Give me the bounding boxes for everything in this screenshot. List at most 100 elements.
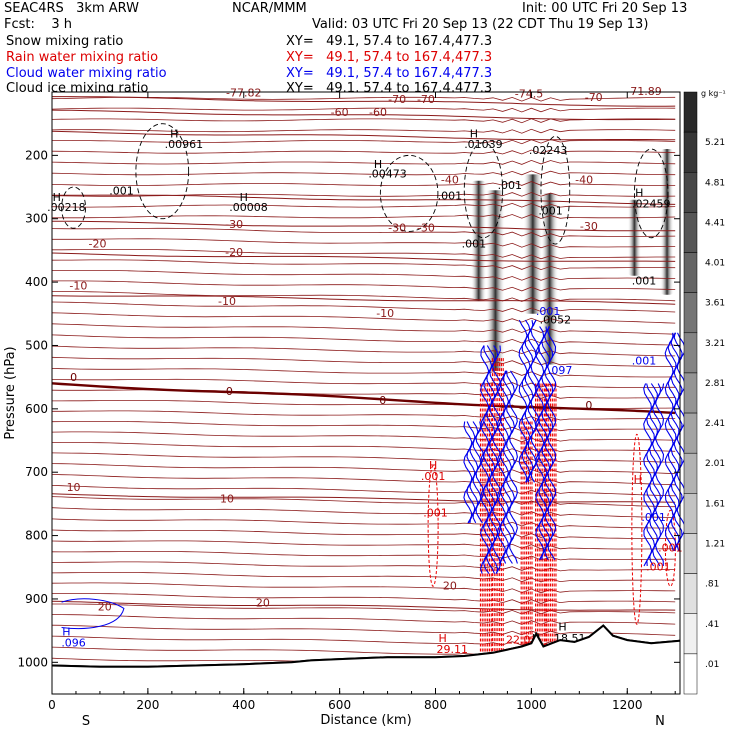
cloud-ice-contour bbox=[135, 123, 190, 220]
contour-label: .001 bbox=[646, 560, 671, 573]
contour-label: .00008 bbox=[229, 201, 268, 214]
temperature-contour-line bbox=[52, 280, 676, 292]
temperature-contour-line bbox=[51, 463, 676, 474]
contour-label: -30 bbox=[417, 221, 435, 234]
contour-label: .001 bbox=[658, 541, 683, 554]
colorbar-segment bbox=[683, 252, 698, 293]
cloud-water-contour bbox=[506, 370, 515, 564]
colorbar-segment bbox=[683, 573, 698, 614]
y-tick-label: 600 bbox=[25, 402, 48, 416]
contour-label: .001 bbox=[641, 511, 666, 524]
temperature-contour-line bbox=[51, 96, 676, 102]
colorbar-level: .01 bbox=[705, 660, 719, 670]
contour-label: .00218 bbox=[47, 201, 86, 214]
cloud-water-contour bbox=[676, 332, 686, 551]
temperature-contour-line bbox=[51, 572, 676, 583]
colorbar-segment bbox=[683, 452, 698, 494]
temperature-contour-line bbox=[51, 507, 676, 518]
contour-label: -70 bbox=[417, 93, 435, 106]
contour-label: H bbox=[439, 632, 447, 645]
contour-label: .02459 bbox=[632, 197, 671, 210]
contour-label: .00961 bbox=[165, 138, 204, 151]
contour-label: -74.5 bbox=[515, 88, 543, 101]
contour-label: 0 bbox=[585, 399, 592, 412]
temperature-contour-line bbox=[51, 128, 676, 134]
contour-label: .001 bbox=[438, 190, 463, 203]
colorbar-segment bbox=[683, 613, 698, 655]
rain-water-column bbox=[535, 383, 547, 650]
contour-label: -10 bbox=[69, 280, 87, 293]
temperature-contour-line bbox=[52, 603, 676, 615]
field-name-cloud-water: Cloud water mixing ratio bbox=[6, 66, 167, 81]
field-name-rain: Rain water mixing ratio bbox=[6, 50, 159, 65]
cloud-water-contour bbox=[475, 421, 485, 524]
x-tick-label: 1000 bbox=[516, 698, 547, 712]
cloud-ice-contour bbox=[463, 142, 504, 239]
contour-label: .00473 bbox=[368, 168, 407, 181]
colorbar-segment bbox=[683, 412, 698, 454]
cloud-water-contour bbox=[673, 332, 683, 551]
colorbar-level: 4.81 bbox=[705, 178, 725, 188]
contour-label: H bbox=[62, 626, 70, 639]
isotherm--20 bbox=[51, 252, 676, 262]
contour-label: H bbox=[470, 128, 478, 141]
colorbar-segment bbox=[683, 131, 698, 173]
y-tick-label: 400 bbox=[25, 275, 48, 289]
temperature-contour-line bbox=[51, 192, 676, 197]
contour-label: H bbox=[240, 191, 248, 204]
contour-label: H bbox=[374, 158, 382, 171]
cloud-water-contour bbox=[649, 383, 659, 567]
forecast-hour: Fcst: 3 h bbox=[4, 17, 73, 32]
field-xy-cloud-water: XY= 49.1, 57.4 to 167.4,477.3 bbox=[286, 66, 493, 81]
temperature-contour-line bbox=[52, 238, 676, 249]
colorbar-segment bbox=[683, 533, 698, 574]
contour-label: -30 bbox=[388, 221, 406, 234]
temperature-contour-line bbox=[51, 270, 676, 281]
isotherm--50 bbox=[51, 130, 676, 141]
cloud-water-contour bbox=[463, 421, 473, 524]
x-tick-label: 1200 bbox=[612, 698, 643, 712]
temperature-contour-line bbox=[51, 442, 676, 453]
y-tick-label: 500 bbox=[25, 338, 48, 352]
temperature-contour-line bbox=[51, 118, 676, 124]
temperature-contour-line bbox=[51, 551, 676, 561]
contour-label: -70 bbox=[388, 93, 406, 106]
temperature-contour-line bbox=[51, 345, 676, 357]
colorbar-segment bbox=[683, 653, 698, 695]
y-tick-label: 200 bbox=[25, 148, 48, 162]
snow-shading-column bbox=[540, 193, 559, 365]
cloud-water-contour bbox=[61, 598, 125, 630]
temperature-contour-line bbox=[51, 485, 676, 497]
isotherm-0 bbox=[51, 382, 676, 415]
temperature-contour-line bbox=[52, 410, 676, 421]
contour-label: -60 bbox=[331, 106, 349, 119]
y-tick-label: 1000 bbox=[17, 655, 48, 669]
temperature-contour-line bbox=[51, 529, 676, 539]
contour-label: 0 bbox=[226, 385, 233, 398]
colorbar-level: 1.61 bbox=[705, 499, 725, 509]
colorbar-level: 5.21 bbox=[705, 138, 725, 148]
rain-water-contour bbox=[631, 433, 643, 625]
cloud-ice-contour bbox=[379, 154, 439, 232]
temperature-contour-line bbox=[51, 202, 676, 208]
rain-water-column bbox=[479, 383, 492, 663]
y-axis-title: Pressure (hPa) bbox=[3, 346, 18, 439]
cloud-water-column bbox=[463, 421, 485, 524]
temperature-contour-line bbox=[51, 227, 676, 238]
field-xy-rain: XY= 49.1, 57.4 to 167.4,477.3 bbox=[286, 50, 493, 65]
field-name-snow: Snow mixing ratio bbox=[6, 34, 124, 49]
contour-label: .001 bbox=[423, 507, 448, 520]
cloud-water-contour bbox=[508, 370, 518, 564]
temperature-contour-line bbox=[51, 518, 676, 529]
y-tick-label: 900 bbox=[25, 592, 48, 606]
colorbar-segment bbox=[683, 212, 698, 253]
temperature-contour-line bbox=[51, 496, 676, 508]
contour-label: 20 bbox=[443, 579, 457, 592]
cloud-water-contour bbox=[544, 326, 554, 560]
temperature-contour-line bbox=[51, 259, 676, 271]
temperature-contour-line bbox=[51, 431, 676, 443]
org-label: NCAR/MMM bbox=[232, 1, 307, 16]
cloud-water-contour bbox=[547, 326, 557, 560]
colorbar-segment bbox=[683, 372, 698, 414]
terrain-fill bbox=[52, 625, 680, 694]
